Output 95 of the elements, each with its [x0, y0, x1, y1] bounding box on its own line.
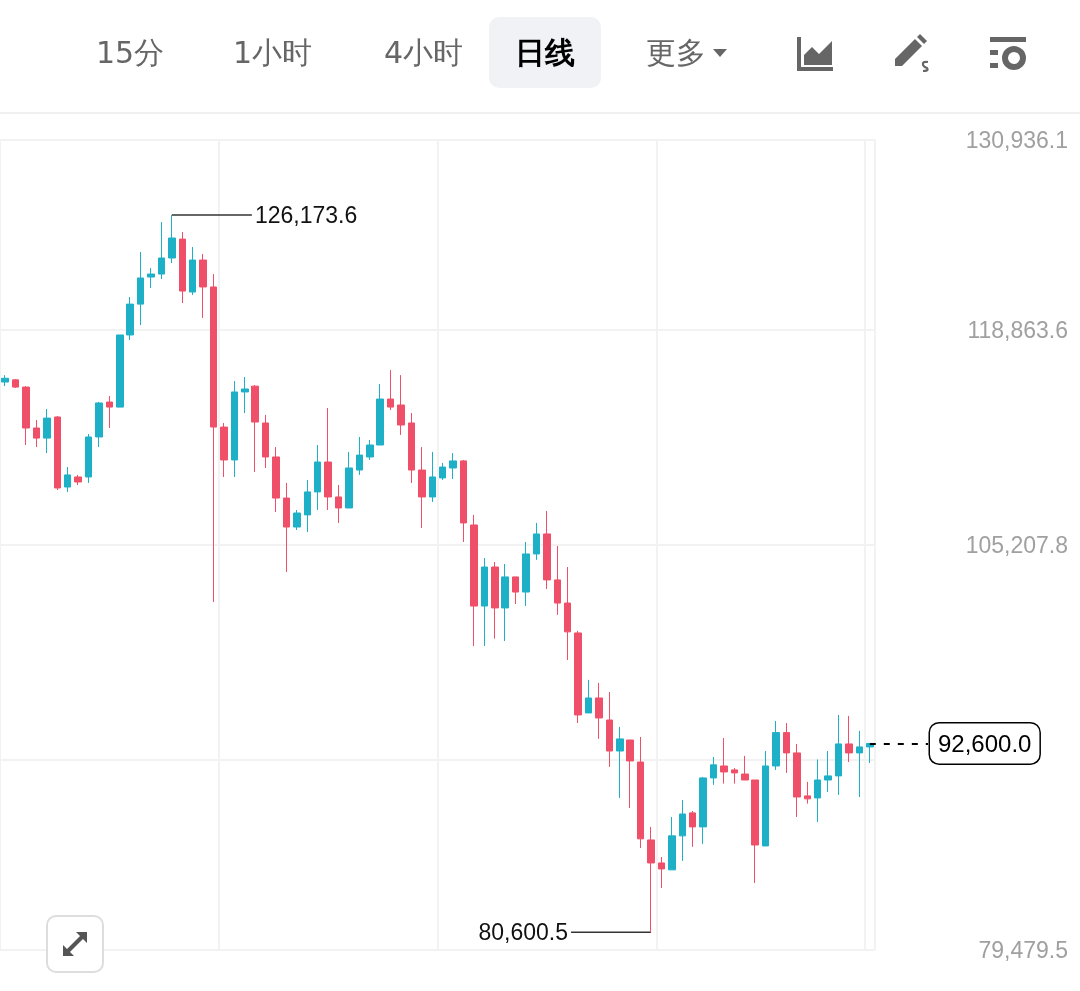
candlestick	[512, 576, 519, 605]
candlestick	[814, 759, 821, 823]
candlestick	[668, 816, 676, 871]
candlestick	[43, 408, 51, 454]
candlestick	[606, 691, 613, 768]
candlestick	[168, 214, 176, 264]
y-tick-label: 118,863.6	[967, 317, 1068, 344]
candlestick	[637, 736, 644, 849]
candlestick	[189, 246, 196, 296]
candlestick	[251, 384, 259, 473]
candlestick	[720, 737, 728, 785]
annotation: 80,600.5	[478, 919, 569, 946]
candlestick	[106, 395, 113, 429]
candlestick	[533, 522, 540, 561]
candlestick	[793, 743, 801, 818]
candlestick	[751, 779, 759, 884]
candlestick	[626, 739, 634, 809]
text: 4小时	[383, 34, 465, 72]
candlestick	[293, 509, 301, 531]
candlestick	[470, 514, 478, 647]
candlestick	[74, 474, 82, 486]
candlestick	[158, 221, 165, 280]
candlestick	[699, 776, 707, 845]
candlestick	[460, 459, 467, 543]
candlestick	[33, 419, 40, 448]
candlestick	[335, 484, 342, 524]
candlestick	[804, 781, 811, 805]
candlestick	[1, 374, 9, 387]
candlestick	[679, 799, 686, 862]
candlestick	[116, 334, 124, 408]
candlestick	[772, 720, 780, 771]
candlestick	[220, 422, 228, 478]
candlestick	[731, 767, 738, 785]
candlestick	[574, 630, 582, 724]
candlestick	[283, 482, 290, 573]
candlestick	[835, 714, 842, 796]
candlestick	[387, 369, 394, 411]
candlestick	[564, 566, 571, 661]
candlestick	[324, 407, 332, 511]
candlestick	[314, 444, 321, 511]
candlestick	[64, 466, 71, 493]
candlestick	[95, 401, 103, 448]
candlestick	[595, 682, 603, 740]
y-tick-label: 130,936.1	[965, 127, 1068, 153]
candlestick	[449, 452, 457, 480]
text: 更多	[645, 34, 707, 72]
candlestick	[262, 414, 269, 469]
candlestick	[501, 563, 509, 642]
candlestick	[418, 446, 426, 529]
candlestick	[199, 253, 207, 319]
candlestick	[210, 273, 217, 603]
candlestick	[647, 826, 655, 933]
candlestick	[762, 750, 769, 847]
candlestick	[54, 415, 61, 491]
candlestick	[543, 510, 551, 590]
candlestick	[231, 380, 238, 478]
candlestick	[272, 446, 280, 513]
text: 15分	[95, 34, 166, 72]
candlestick	[356, 436, 363, 476]
y-tick-label: 105,207.8	[965, 532, 1068, 558]
candlestick	[304, 479, 311, 533]
text: 日线	[489, 17, 601, 88]
candlestick	[658, 856, 665, 889]
candlestick	[439, 462, 446, 481]
candlestick	[22, 385, 30, 446]
candlestick	[408, 412, 415, 484]
candlestick	[147, 267, 155, 289]
candlestick	[845, 715, 853, 763]
candlestick	[241, 376, 249, 414]
annotation: 126,173.6	[254, 201, 358, 228]
candlestick	[491, 561, 499, 640]
candlestick	[85, 433, 92, 484]
candlestick	[12, 378, 19, 389]
candlestick	[856, 730, 863, 798]
candlestick	[522, 541, 530, 607]
candlestick	[585, 679, 592, 714]
ref-line-label: 92,600.0	[938, 729, 1032, 757]
candlestick	[710, 756, 717, 786]
candlestick	[783, 722, 790, 774]
candlestick	[376, 383, 384, 446]
candlestick	[179, 231, 186, 304]
candlestick	[741, 755, 749, 781]
candlestick	[689, 810, 696, 848]
candlestick	[397, 374, 405, 436]
candlestick	[366, 439, 374, 461]
candlestick	[137, 251, 144, 326]
candlestick	[824, 750, 832, 793]
candlestick	[126, 296, 134, 341]
candlestick	[481, 557, 488, 647]
candlestick	[616, 726, 624, 799]
y-tick-label: 79,479.5	[978, 937, 1068, 963]
candlestick	[429, 451, 436, 503]
candlestick	[345, 451, 353, 509]
candlestick	[554, 545, 561, 616]
text: 1小时	[232, 34, 314, 72]
